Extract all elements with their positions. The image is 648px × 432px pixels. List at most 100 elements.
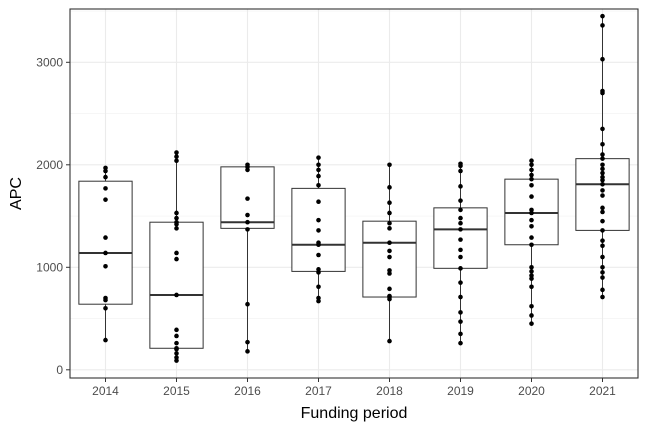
data-point-2017 [316,162,321,168]
data-point-2021 [600,218,605,224]
data-point-2020 [529,217,534,223]
data-point-2015 [174,351,179,356]
data-point-2017 [316,173,321,179]
data-point-2017 [316,252,321,258]
x-tick-label: 2021 [589,384,616,398]
data-point-2019 [458,319,463,324]
data-point-2014 [103,186,108,191]
data-point-2017 [316,199,321,204]
data-point-2021 [600,162,605,168]
data-point-2021 [600,188,605,193]
data-point-2019 [458,280,463,285]
data-point-2016 [245,162,250,168]
data-point-2014 [103,337,108,343]
data-point-2014 [103,197,108,202]
data-point-2018 [387,338,392,344]
data-point-2021 [600,265,605,270]
data-point-2014 [103,306,108,311]
data-point-2021 [600,209,605,215]
axes: 0 1000 2000 3000 2014 2015 2016 2017 2018 2019 202… [36,55,616,398]
data-point-2017 [316,295,321,301]
data-point-2018 [387,226,392,231]
data-point-2020 [529,183,534,188]
data-point-2017 [316,167,321,173]
data-point-2021 [600,88,605,94]
data-point-2021 [600,156,605,161]
data-point-2021 [600,56,605,62]
data-point-2016 [245,339,250,345]
data-point-2019 [458,161,463,167]
data-point-2021 [600,254,605,260]
data-point-2020 [529,167,534,173]
data-point-2021 [600,205,605,211]
data-point-2021 [600,243,605,249]
data-point-2020 [529,269,534,274]
data-point-2021 [600,170,605,176]
data-point-2020 [529,273,534,278]
data-point-2019 [458,215,463,221]
data-point-2018 [387,185,392,190]
y-tick-label: 1000 [36,260,63,274]
data-point-2020 [529,207,534,213]
data-point-2015 [174,333,179,339]
data-point-2018 [387,220,392,226]
data-point-2015 [174,150,179,155]
data-point-2015 [174,210,179,216]
box-iqr [149,221,204,349]
data-point-2019 [458,168,463,174]
box-iqr [78,180,133,305]
plot-panel-border [69,8,639,379]
data-point-2021 [600,238,605,243]
data-point-2020 [529,321,534,326]
data-point-2015 [174,327,179,333]
data-point-2019 [458,237,463,242]
data-point-2015 [174,154,179,159]
x-tick-label: 2018 [376,384,403,398]
boxplot-2014 [78,167,133,341]
data-point-2017 [316,240,321,245]
data-point-2020 [529,235,534,240]
data-point-2016 [245,219,250,225]
data-point-2015 [174,292,179,298]
data-point-2018 [387,200,392,206]
data-point-2021 [600,166,605,172]
data-point-2017 [316,217,321,223]
x-tick-label: 2015 [163,384,190,398]
data-point-2020 [529,158,534,163]
data-point-2015 [174,340,179,346]
data-point-2015 [174,226,179,231]
data-point-2014 [103,295,108,301]
data-point-2020 [529,194,534,199]
data-point-2016 [245,227,250,232]
data-point-2017 [316,155,321,160]
data-point-2014 [103,250,108,256]
data-point-2019 [458,198,463,203]
data-point-2020 [529,242,534,248]
data-point-2021 [600,126,605,132]
data-point-2015 [174,215,179,221]
data-point-2021 [600,228,605,233]
data-point-2019 [458,220,463,226]
data-point-2021 [600,152,605,157]
data-point-2020 [529,224,534,229]
data-point-2020 [529,172,534,178]
data-point-2016 [245,212,250,218]
data-point-2017 [316,183,321,188]
data-point-2021 [600,287,605,293]
boxplot-2015 [149,152,204,361]
data-point-2017 [316,284,321,290]
data-point-2019 [458,227,463,232]
y-tick-label: 3000 [36,55,63,69]
data-point-2017 [316,267,321,272]
data-point-2020 [529,162,534,168]
y-tick-label: 0 [56,363,63,377]
x-tick-label: 2017 [305,384,332,398]
data-point-2021 [600,275,605,280]
x-tick-label: 2016 [234,384,261,398]
data-point-2019 [458,310,463,315]
y-axis-title: APC [8,177,25,210]
data-point-2021 [600,174,605,180]
x-axis-title: Funding period [301,405,408,422]
data-point-2015 [174,345,179,351]
data-point-2020 [529,265,534,270]
